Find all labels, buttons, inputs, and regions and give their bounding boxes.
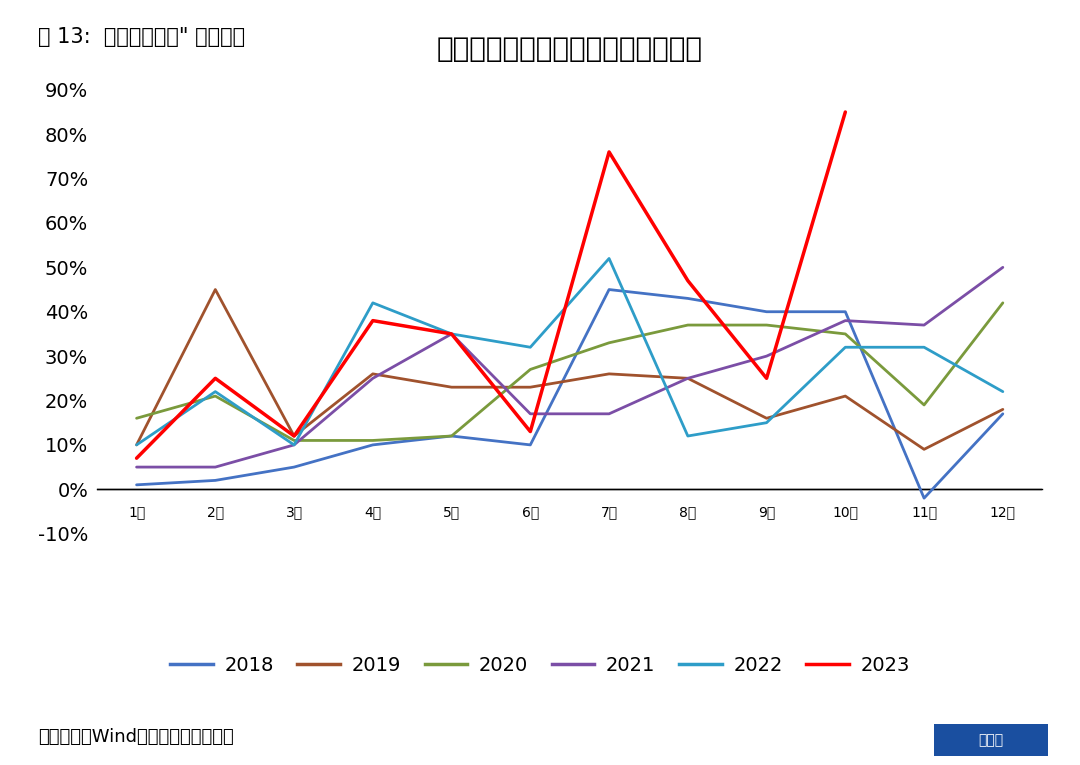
2021 bbox=[681, 374, 694, 383]
2022 bbox=[997, 387, 1010, 396]
2018 bbox=[760, 308, 773, 317]
2022 bbox=[681, 431, 694, 441]
2023 bbox=[681, 276, 694, 285]
2018 bbox=[287, 463, 300, 472]
2021 bbox=[918, 321, 931, 330]
Text: 格隆汇: 格隆汇 bbox=[978, 733, 1003, 747]
2022 bbox=[839, 343, 852, 352]
2020 bbox=[287, 436, 300, 445]
Line: 2018: 2018 bbox=[136, 289, 1003, 498]
2020 bbox=[445, 431, 458, 441]
2021 bbox=[760, 352, 773, 361]
2022 bbox=[366, 298, 379, 308]
2022 bbox=[603, 254, 616, 263]
2022 bbox=[208, 387, 221, 396]
2018 bbox=[524, 441, 537, 450]
2018 bbox=[366, 441, 379, 450]
2019 bbox=[918, 444, 931, 454]
2020 bbox=[603, 338, 616, 347]
Line: 2021: 2021 bbox=[136, 267, 1003, 467]
2023 bbox=[839, 107, 852, 116]
2021 bbox=[603, 409, 616, 418]
2023 bbox=[445, 330, 458, 339]
2022 bbox=[130, 441, 143, 450]
2018 bbox=[445, 431, 458, 441]
2021 bbox=[287, 441, 300, 450]
2021 bbox=[997, 262, 1010, 272]
2023 bbox=[524, 427, 537, 436]
Line: 2020: 2020 bbox=[136, 303, 1003, 441]
2019 bbox=[366, 369, 379, 379]
2020 bbox=[208, 392, 221, 401]
2018 bbox=[918, 493, 931, 503]
2020 bbox=[524, 365, 537, 374]
Title: 政府债融资占社融比重月度分布规律: 政府债融资占社融比重月度分布规律 bbox=[436, 35, 703, 63]
2022 bbox=[760, 418, 773, 428]
2019 bbox=[445, 382, 458, 392]
2020 bbox=[681, 321, 694, 330]
2021 bbox=[130, 463, 143, 472]
2019 bbox=[603, 369, 616, 379]
2018 bbox=[839, 308, 852, 317]
Legend: 2018, 2019, 2020, 2021, 2022, 2023: 2018, 2019, 2020, 2021, 2022, 2023 bbox=[162, 648, 918, 682]
2023 bbox=[603, 148, 616, 157]
2022 bbox=[918, 343, 931, 352]
2023 bbox=[760, 374, 773, 383]
2018 bbox=[997, 409, 1010, 418]
2021 bbox=[524, 409, 537, 418]
2020 bbox=[366, 436, 379, 445]
Line: 2022: 2022 bbox=[136, 259, 1003, 445]
2021 bbox=[208, 463, 221, 472]
2019 bbox=[760, 414, 773, 423]
2018 bbox=[603, 285, 616, 294]
2019 bbox=[839, 392, 852, 401]
2023 bbox=[208, 374, 221, 383]
Line: 2023: 2023 bbox=[136, 112, 846, 458]
2018 bbox=[681, 294, 694, 303]
Text: 图 13:  财政式稳信用" 有望延续: 图 13: 财政式稳信用" 有望延续 bbox=[38, 27, 245, 47]
2022 bbox=[445, 330, 458, 339]
2019 bbox=[524, 382, 537, 392]
2019 bbox=[997, 405, 1010, 414]
2020 bbox=[760, 321, 773, 330]
2022 bbox=[524, 343, 537, 352]
Text: 数据来源：Wind，国泰君安证券研究: 数据来源：Wind，国泰君安证券研究 bbox=[38, 728, 233, 746]
2019 bbox=[130, 441, 143, 450]
2018 bbox=[208, 476, 221, 485]
2019 bbox=[208, 285, 221, 294]
2021 bbox=[445, 330, 458, 339]
2020 bbox=[130, 414, 143, 423]
2020 bbox=[918, 400, 931, 409]
2022 bbox=[287, 441, 300, 450]
2023 bbox=[366, 316, 379, 325]
2020 bbox=[997, 298, 1010, 308]
2021 bbox=[366, 374, 379, 383]
2023 bbox=[130, 454, 143, 463]
2020 bbox=[839, 330, 852, 339]
Line: 2019: 2019 bbox=[136, 289, 1003, 449]
2018 bbox=[130, 480, 143, 490]
2019 bbox=[287, 431, 300, 441]
2023 bbox=[287, 431, 300, 441]
2019 bbox=[681, 374, 694, 383]
2021 bbox=[839, 316, 852, 325]
